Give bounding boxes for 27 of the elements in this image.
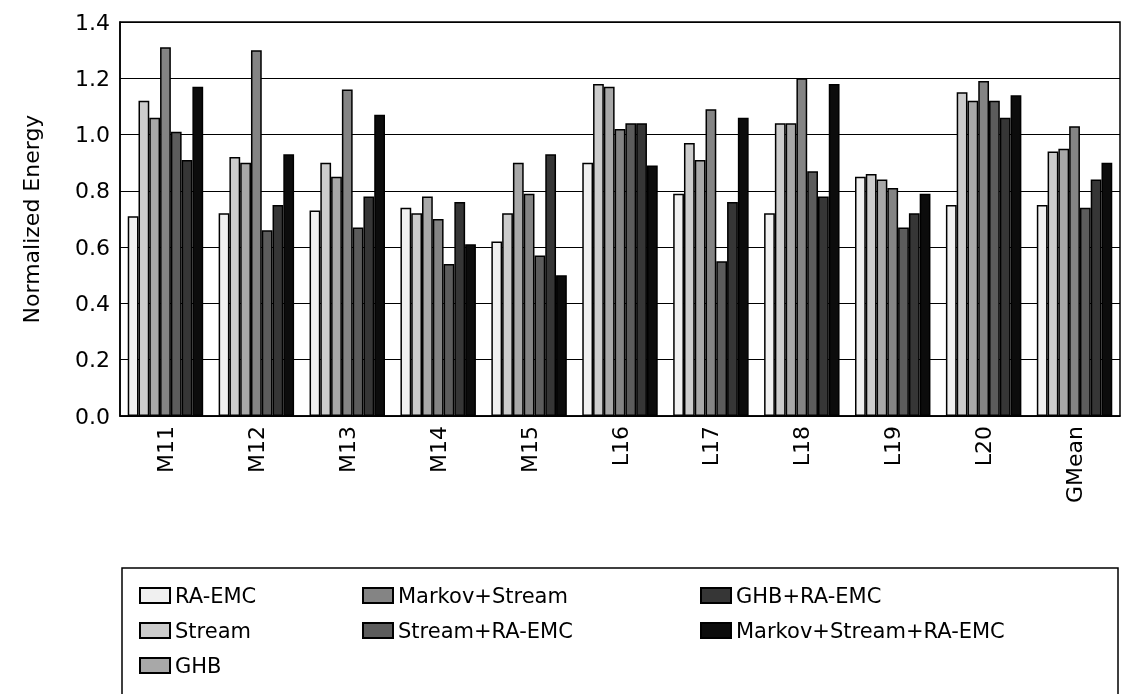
x-tick-label: M14 [425, 426, 451, 473]
x-tick-label: M12 [243, 426, 269, 473]
x-tick-label: GMean [1062, 426, 1088, 503]
y-tick-label: 0.4 [75, 290, 110, 316]
legend-label: Stream+RA-EMC [398, 618, 573, 643]
x-tick-label: L17 [698, 426, 724, 467]
x-tick-label: L18 [789, 426, 815, 467]
legend-label: Markov+Stream+RA-EMC [736, 618, 1005, 643]
x-tick-label: M11 [152, 426, 178, 473]
y-tick-label: 0.6 [75, 234, 110, 260]
y-tick-label: 0.2 [75, 347, 110, 373]
legend-label: GHB [175, 653, 222, 678]
legend-label: Stream [175, 618, 251, 643]
y-tick-label: 1.4 [75, 9, 110, 35]
x-tick-label: L20 [971, 426, 997, 467]
y-tick-label: 0.0 [75, 403, 110, 429]
legend-label: GHB+RA-EMC [736, 583, 882, 608]
x-tick-label: M13 [334, 426, 360, 473]
legend-label: Markov+Stream [398, 583, 568, 608]
y-tick-label: 0.8 [75, 178, 110, 204]
x-tick-label: L16 [607, 426, 633, 467]
x-tick-label: M15 [516, 426, 542, 473]
legend-label: RA-EMC [175, 583, 257, 608]
y-tick-label: 1.2 [75, 65, 110, 91]
y-tick-label: 1.0 [75, 122, 110, 148]
x-tick-label: L19 [880, 426, 906, 467]
y-axis-title: Normalized Energy [18, 114, 44, 324]
